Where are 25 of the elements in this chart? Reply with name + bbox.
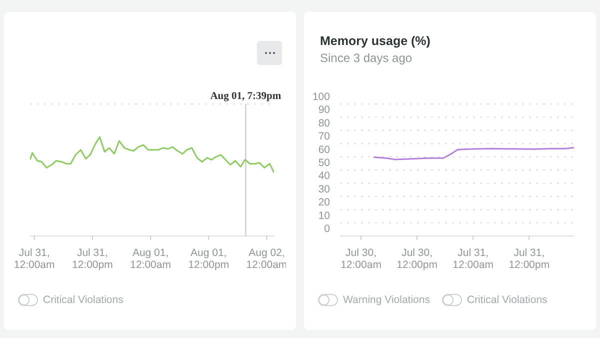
y-tick-label: 60 (318, 144, 330, 156)
x-tick-label: Jul 31, 12:00pm (72, 247, 114, 271)
x-tick-label: Jul 30, 12:00am (340, 247, 382, 271)
y-tick-label: 80 (318, 117, 330, 130)
x-tick-label: Jul 30, 12:00pm (396, 247, 438, 271)
y-tick-label: 70 (318, 130, 330, 143)
text: Critical Violations (43, 294, 124, 306)
chart-title: Memory usage (%) (320, 34, 432, 48)
x-tick-label: Aug 01, 12:00am (130, 247, 172, 271)
y-tick-label: 100 (312, 91, 330, 103)
ref-line-label: Aug 01, 7:39pm (210, 91, 282, 102)
x-tick-label: Aug 01, 12:00pm (188, 247, 230, 271)
y-tick-label: 90 (318, 104, 330, 116)
text: Warning Violations (343, 294, 430, 306)
x-tick-label: Jul 31, 12:00pm (508, 247, 550, 271)
y-tick-label: 10 (318, 210, 330, 222)
text: Critical Violations (466, 294, 548, 306)
chart-subtitle: Since 3 days ago (320, 51, 414, 65)
y-tick-label: 20 (318, 196, 330, 209)
y-tick-label: 40 (318, 170, 330, 182)
y-tick-label: 50 (318, 157, 330, 169)
y-tick-label: 0 (324, 223, 330, 235)
x-tick-label: Jul 31, 12:00am (14, 247, 56, 271)
x-tick-label: Jul 31, 12:00am (452, 247, 494, 271)
y-tick-label: 30 (318, 183, 330, 196)
